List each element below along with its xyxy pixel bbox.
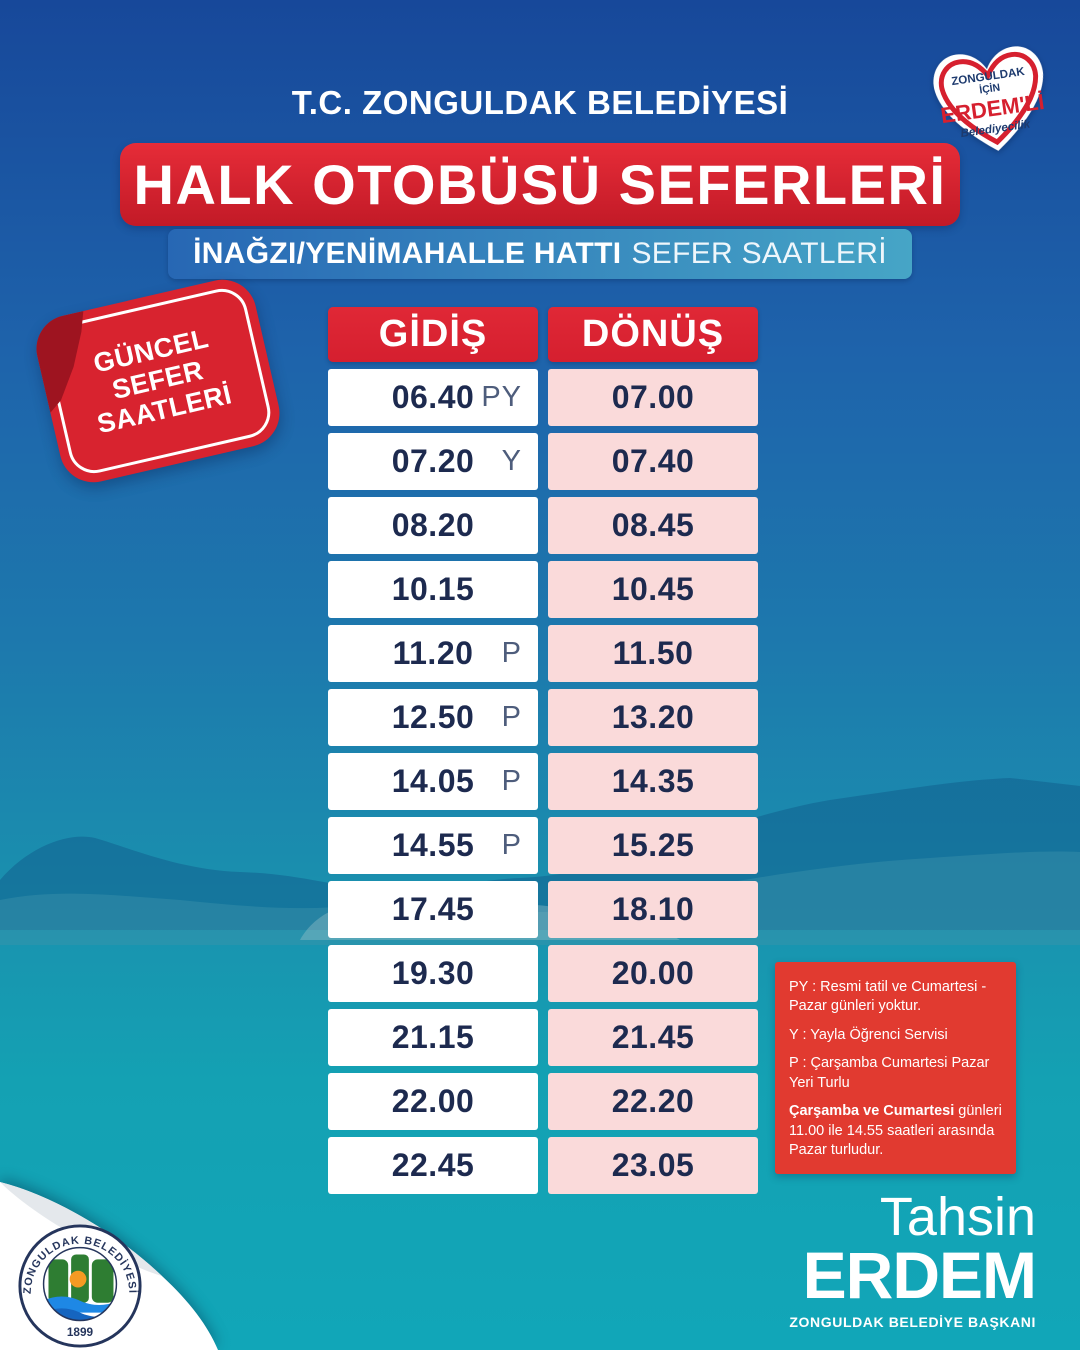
return-time: 20.00	[611, 955, 695, 991]
service-code: Y	[501, 445, 522, 477]
return-time-cell: 21.45	[548, 1009, 758, 1066]
departure-time-cell: 10.15	[328, 561, 538, 618]
departure-time-cell: 12.50 P	[328, 689, 538, 746]
departure-time-cell: 17.45	[328, 881, 538, 938]
departure-time-cell: 14.55 P	[328, 817, 538, 874]
departure-time-cell: 11.20 P	[328, 625, 538, 682]
departure-time: 12.50	[391, 699, 475, 735]
return-time: 07.00	[611, 379, 695, 415]
note-highlight: Çarşamba ve Cumartesi günleri 11.00 ile …	[789, 1103, 1002, 1158]
mayor-last-name: ERDEM	[802, 1238, 1037, 1312]
return-time-cell: 14.35	[548, 753, 758, 810]
departure-time: 21.15	[391, 1019, 475, 1055]
return-time-cell: 07.40	[548, 433, 758, 490]
return-time-cell: 22.20	[548, 1073, 758, 1130]
agency-title: T.C. ZONGULDAK BELEDİYESİ	[291, 84, 789, 121]
return-time: 10.45	[611, 571, 695, 607]
return-time: 13.20	[611, 699, 695, 735]
return-time-cell: 11.50	[548, 625, 758, 682]
return-time-cell: 23.05	[548, 1137, 758, 1194]
note-py: PY : Resmi tatil ve Cumartesi - Pazar gü…	[789, 979, 987, 1015]
departure-time: 14.05	[391, 763, 475, 799]
route-banner: İNAĞZI/YENİMAHALLE HATTI SEFER SAATLERİ	[168, 229, 912, 279]
route-name: İNAĞZI/YENİMAHALLE HATTI	[193, 237, 622, 270]
seal-year: 1899	[67, 1325, 94, 1339]
departure-time: 19.30	[391, 955, 475, 991]
route-subtitle: SEFER SAATLERİ	[631, 237, 887, 270]
return-time-cell: 08.45	[548, 497, 758, 554]
departure-time: 14.55	[391, 827, 475, 863]
service-code: P	[501, 701, 522, 733]
return-time-cell: 07.00	[548, 369, 758, 426]
return-time: 08.45	[611, 507, 695, 543]
return-time: 14.35	[611, 763, 695, 799]
return-time: 15.25	[611, 827, 695, 863]
return-column-header: DÖNÜŞ	[548, 307, 758, 362]
municipality-seal: ZONGULDAK BELEDİYESİ 1899	[18, 1224, 142, 1348]
service-code: P	[501, 765, 522, 797]
departure-column-header: GİDİŞ	[328, 307, 538, 362]
erdem-heart-logo: ZONGULDAK İÇİN ERDEM'Lİ Belediyecilik	[933, 46, 1046, 151]
return-time: 23.05	[611, 1147, 695, 1183]
mayor-first-name: Tahsin	[879, 1187, 1036, 1247]
return-time: 18.10	[611, 891, 695, 927]
departure-time: 17.45	[391, 891, 475, 927]
departure-time-cell: 07.20 Y	[328, 433, 538, 490]
return-time-cell: 15.25	[548, 817, 758, 874]
note-p: P : Çarşamba Cumartesi Pazar Yeri Turlu	[789, 1055, 990, 1091]
departure-time-cell: 22.00	[328, 1073, 538, 1130]
service-code: PY	[481, 381, 522, 413]
departure-time-cell: 14.05 P	[328, 753, 538, 810]
return-time-cell: 18.10	[548, 881, 758, 938]
heart-logo-for: İÇİN	[978, 81, 1000, 97]
departure-time: 10.15	[391, 571, 475, 607]
mayor-signature: Tahsin ERDEM ZONGULDAK BELEDİYE BAŞKANI	[789, 1187, 1037, 1330]
return-time: 11.50	[612, 635, 694, 671]
service-code: P	[501, 829, 522, 861]
return-time: 21.45	[611, 1019, 695, 1055]
return-time-cell: 10.45	[548, 561, 758, 618]
return-time: 07.40	[611, 443, 695, 479]
schedule-table: GİDİŞ DÖNÜŞ 06.40 PY 07.00 07.20 Y 07.40…	[328, 307, 758, 1194]
return-time-cell: 20.00	[548, 945, 758, 1002]
service-code: P	[501, 637, 522, 669]
departure-time: 22.00	[391, 1083, 475, 1119]
departure-time: 07.20	[391, 443, 475, 479]
return-time: 22.20	[611, 1083, 695, 1119]
departure-time: 22.45	[391, 1147, 475, 1183]
note-y: Y : Yayla Öğrenci Servisi	[789, 1026, 948, 1043]
heart-outline-icon	[938, 51, 1039, 146]
departure-time-cell: 22.45	[328, 1137, 538, 1194]
return-time-cell: 13.20	[548, 689, 758, 746]
main-title: HALK OTOBÜSÜ SEFERLERİ	[133, 153, 947, 216]
departure-time-cell: 19.30	[328, 945, 538, 1002]
departure-time-cell: 21.15	[328, 1009, 538, 1066]
departure-time: 08.20	[391, 507, 475, 543]
departure-time: 06.40	[391, 379, 475, 415]
legend-notes-box: PY : Resmi tatil ve Cumartesi - Pazar gü…	[775, 962, 1016, 1175]
departure-time-cell: 06.40 PY	[328, 369, 538, 426]
mayor-title: ZONGULDAK BELEDİYE BAŞKANI	[789, 1313, 1036, 1330]
departure-time-cell: 08.20	[328, 497, 538, 554]
departure-time: 11.20	[392, 635, 474, 671]
main-title-banner: HALK OTOBÜSÜ SEFERLERİ	[120, 143, 960, 226]
